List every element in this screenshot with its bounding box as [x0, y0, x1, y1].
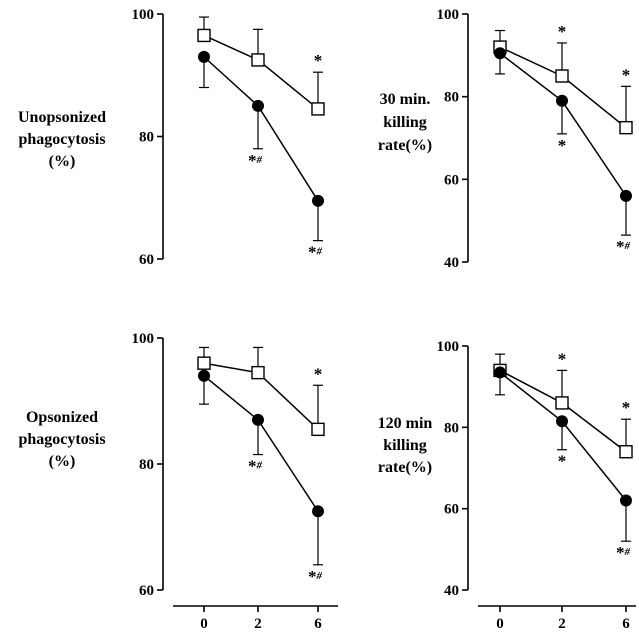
significance-annotation: *: [558, 452, 567, 471]
significance-annotation: *#: [248, 457, 263, 476]
y-axis-label-line: (%): [49, 453, 76, 470]
open-square-marker: [619, 120, 633, 135]
significance-annotation: *#: [616, 237, 631, 256]
series-line: [499, 46, 627, 129]
open-square-marker: [197, 28, 211, 43]
series-open-square: **: [493, 22, 633, 135]
series-open-square: **: [493, 349, 633, 459]
x-tick-label: 2: [558, 616, 566, 632]
y-tick-label: 100: [132, 7, 155, 23]
significance-annotation: *: [314, 364, 323, 383]
series-line: [203, 375, 319, 512]
significance-annotation: *#: [248, 151, 263, 170]
chart-panel-3: Opsonized phagocytosis (%) 60 80 100 * *# *#: [18, 331, 325, 599]
y-tick-label: 60: [444, 172, 459, 188]
filled-circle-marker: [494, 47, 506, 60]
series-filled-circle: *# *#: [198, 369, 324, 586]
y-tick-label: 80: [139, 130, 154, 146]
filled-circle-marker: [198, 369, 210, 382]
filled-circle-marker: [556, 415, 568, 428]
series-filled-circle: * *#: [494, 47, 632, 256]
series-line: [499, 369, 627, 453]
filled-circle-marker: [556, 94, 568, 107]
filled-circle-marker: [252, 99, 264, 112]
open-square-marker: [555, 69, 569, 83]
y-tick-label: 80: [139, 457, 154, 473]
y-axis-label-line: rate(%): [378, 459, 432, 476]
x-axis-1: 0 2 6: [173, 605, 338, 632]
chart-panel-1: Unopsonized phagocytosis (%) 60 80 100 * *# *#: [18, 7, 325, 268]
y-tick-label: 40: [444, 583, 459, 599]
y-tick-label: 100: [437, 7, 460, 23]
open-square-marker: [619, 445, 633, 459]
filled-circle-marker: [620, 494, 632, 507]
significance-annotation: *#: [308, 567, 323, 586]
x-tick-label: 6: [622, 616, 630, 632]
significance-annotation: *: [558, 349, 567, 368]
significance-annotation: *: [622, 398, 631, 417]
y-axis-label-line: phagocytosis: [18, 431, 105, 448]
significance-annotation: *: [558, 136, 567, 155]
x-axis-2: 0 2 6: [478, 605, 636, 632]
y-axis-label-line: Opsonized: [26, 409, 98, 426]
open-square-marker: [311, 102, 325, 116]
y-axis-label-line: phagocytosis: [18, 131, 105, 148]
filled-circle-marker: [252, 413, 264, 426]
y-tick-label: 80: [444, 90, 459, 106]
y-axis-label-line: 120 min: [378, 415, 433, 432]
series-filled-circle: *# *#: [198, 50, 324, 262]
open-square-marker: [251, 365, 265, 380]
series-filled-circle: * *#: [494, 366, 632, 562]
filled-circle-marker: [198, 50, 210, 63]
series-open-square: *: [197, 16, 325, 116]
y-axis-label-line: killing: [383, 437, 427, 454]
open-square-marker: [197, 356, 211, 370]
y-axis-label-line: 30 min.: [380, 91, 431, 108]
series-open-square: *: [197, 346, 325, 437]
y-tick-label: 60: [139, 583, 154, 599]
x-tick-label: 0: [496, 616, 504, 632]
y-axis-label-line: killing: [383, 114, 427, 131]
series-line: [203, 56, 319, 202]
significance-annotation: *: [622, 65, 631, 84]
y-axis-label-line: (%): [49, 153, 76, 170]
y-axis-label-line: Unopsonized: [18, 109, 106, 126]
filled-circle-marker: [312, 194, 324, 207]
open-square-marker: [555, 396, 569, 410]
y-axis-label-line: rate(%): [378, 137, 432, 154]
filled-circle-marker: [494, 366, 506, 379]
x-tick-label: 2: [254, 616, 262, 632]
y-tick-label: 60: [444, 502, 459, 518]
filled-circle-marker: [620, 189, 632, 202]
significance-annotation: *#: [308, 243, 323, 262]
significance-annotation: *#: [616, 543, 631, 562]
x-tick-label: 6: [314, 616, 322, 632]
x-tick-label: 0: [200, 616, 208, 632]
y-tick-label: 100: [132, 331, 155, 347]
y-tick-label: 60: [139, 252, 154, 268]
y-tick-label: 100: [437, 339, 460, 355]
filled-circle-marker: [312, 505, 324, 518]
y-tick-label: 80: [444, 420, 459, 436]
open-square-marker: [311, 422, 325, 437]
y-tick-label: 40: [444, 255, 459, 271]
open-square-marker: [251, 53, 265, 67]
significance-annotation: *: [558, 22, 567, 41]
significance-annotation: *: [314, 51, 323, 70]
